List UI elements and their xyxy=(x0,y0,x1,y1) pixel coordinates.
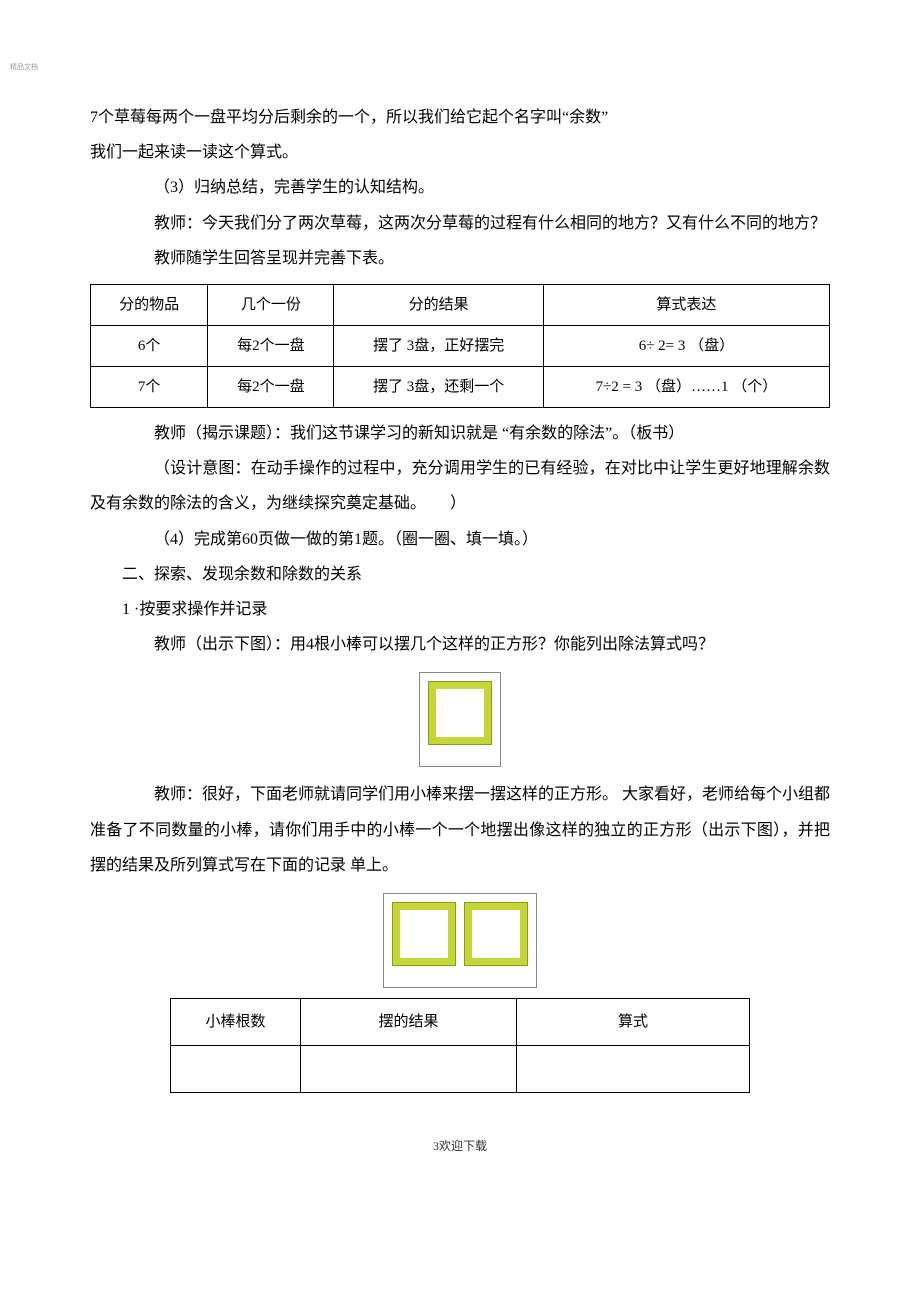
paragraph-4: 教师：今天我们分了两次草莓，这两次分草莓的过程有什么相同的地方？又有什么不同的地… xyxy=(90,206,830,241)
paragraph-9: 二、探索、发现余数和除数的关系 xyxy=(90,557,830,592)
matchstick-square-icon xyxy=(392,902,456,966)
table-cell: 6个 xyxy=(91,325,208,366)
paragraph-3: （3）归纳总结，完善学生的认知结构。 xyxy=(90,170,830,205)
table-cell xyxy=(516,1046,749,1093)
double-square-figure xyxy=(90,893,830,988)
paragraph-12: 教师：很好，下面老师就请同学们用小棒来摆一摆这样的正方形。 大家看好，老师给每个… xyxy=(90,777,830,883)
paragraph-1: 7个草莓每两个一盘平均分后剩余的一个，所以我们给它起个名字叫“余数” xyxy=(90,100,830,135)
table-header-row: 分的物品 几个一份 分的结果 算式表达 xyxy=(91,284,830,325)
paragraph-5: 教师随学生回答呈现并完善下表。 xyxy=(90,241,830,276)
matchstick-square-icon xyxy=(428,681,492,745)
paragraph-2: 我们一起来读一读这个算式。 xyxy=(90,135,830,170)
watermark-text: 精品文档 xyxy=(10,60,38,75)
square-border-box xyxy=(419,672,501,767)
single-square-figure xyxy=(90,672,830,767)
table-row: 6个 每2个一盘 摆了 3盘，正好摆完 6÷ 2= 3 （盘） xyxy=(91,325,830,366)
paragraph-7: （设计意图：在动手操作的过程中，充分调用学生的已有经验，在对比中让学生更好地理解… xyxy=(90,451,830,521)
table-cell: 每2个一盘 xyxy=(208,325,334,366)
table-header-cell: 摆的结果 xyxy=(301,999,517,1046)
square-border-box xyxy=(383,893,537,988)
table-cell: 摆了 3盘，还剩一个 xyxy=(334,366,543,407)
table-header-cell: 几个一份 xyxy=(208,284,334,325)
table-header-cell: 算式 xyxy=(516,999,749,1046)
table-cell: 7个 xyxy=(91,366,208,407)
table-cell: 摆了 3盘，正好摆完 xyxy=(334,325,543,366)
table-cell: 6÷ 2= 3 （盘） xyxy=(543,325,829,366)
paragraph-8: （4）完成第60页做一做的第1题。（圈一圈、填一填。） xyxy=(90,522,830,557)
table-header-cell: 分的物品 xyxy=(91,284,208,325)
table-header-cell: 小棒根数 xyxy=(171,999,301,1046)
record-table: 小棒根数 摆的结果 算式 xyxy=(170,998,750,1093)
paragraph-6: 教师（揭示课题）：我们这节课学习的新知识就是 “有余数的除法”。（板书） xyxy=(90,416,830,451)
table-header-cell: 算式表达 xyxy=(543,284,829,325)
table-cell: 每2个一盘 xyxy=(208,366,334,407)
paragraph-11: 教师（出示下图）：用4根小棒可以摆几个这样的正方形？你能列出除法算式吗？ xyxy=(90,627,830,662)
table-cell: 7÷2 = 3 （盘）……1 （个） xyxy=(543,366,829,407)
table-header-row: 小棒根数 摆的结果 算式 xyxy=(171,999,750,1046)
table-cell xyxy=(171,1046,301,1093)
table-row: 7个 每2个一盘 摆了 3盘，还剩一个 7÷2 = 3 （盘）……1 （个） xyxy=(91,366,830,407)
table-row xyxy=(171,1046,750,1093)
paragraph-10: 1 ·按要求操作并记录 xyxy=(90,592,830,627)
table-cell xyxy=(301,1046,517,1093)
table-header-cell: 分的结果 xyxy=(334,284,543,325)
page-footer: 3欢迎下载 xyxy=(90,1133,830,1159)
matchstick-square-icon xyxy=(464,902,528,966)
comparison-table: 分的物品 几个一份 分的结果 算式表达 6个 每2个一盘 摆了 3盘，正好摆完 … xyxy=(90,284,830,408)
